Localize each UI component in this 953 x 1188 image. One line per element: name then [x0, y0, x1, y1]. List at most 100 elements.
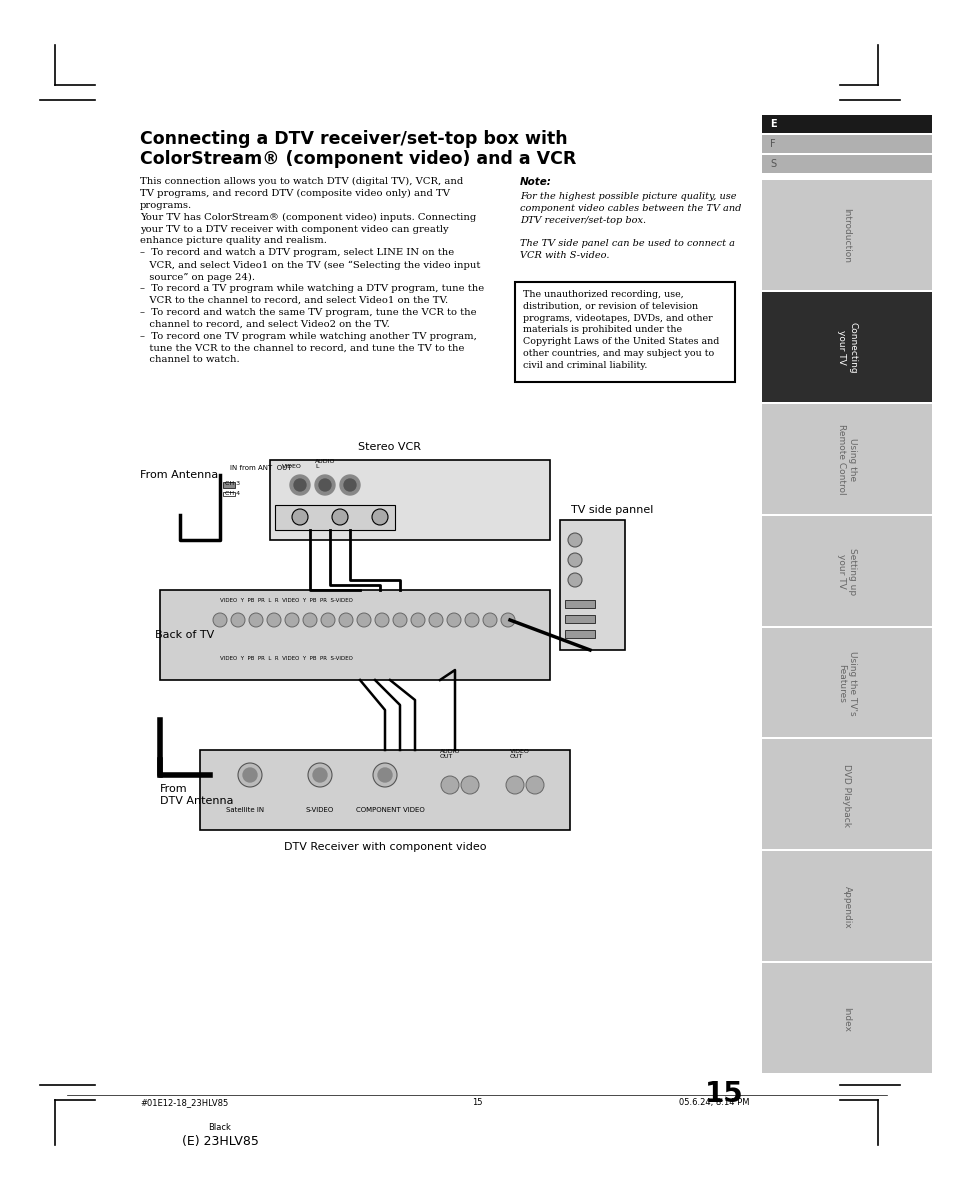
Bar	[515, 282, 734, 383]
Text: DTV Receiver with component video: DTV Receiver with component video	[283, 842, 486, 852]
Bar	[564, 615, 595, 623]
Text: The unauthorized recording, use,
distribution, or revision of television
program: The unauthorized recording, use, distrib…	[522, 290, 719, 369]
Bar	[761, 627, 931, 738]
Text: TV side pannel: TV side pannel	[571, 505, 653, 516]
Circle shape	[294, 479, 306, 491]
Text: CH 3: CH 3	[225, 481, 240, 486]
Text: Back of TV: Back of TV	[154, 630, 214, 640]
Circle shape	[308, 763, 332, 786]
Circle shape	[372, 508, 388, 525]
Text: S-VIDEO: S-VIDEO	[306, 807, 334, 813]
Text: Connecting
your TV: Connecting your TV	[836, 322, 856, 373]
Text: For the highest possible picture quality, use
component video cables between the: For the highest possible picture quality…	[519, 192, 740, 260]
Text: Black: Black	[209, 1123, 232, 1132]
Bar	[200, 750, 569, 830]
Text: AUDIO
OUT: AUDIO OUT	[439, 748, 460, 759]
Text: 05.6.24, 8:14 PM: 05.6.24, 8:14 PM	[679, 1098, 749, 1107]
Bar	[761, 852, 931, 961]
Bar	[564, 630, 595, 638]
Circle shape	[344, 479, 355, 491]
Circle shape	[285, 613, 298, 627]
Circle shape	[267, 613, 281, 627]
Circle shape	[500, 613, 515, 627]
Circle shape	[464, 613, 478, 627]
Circle shape	[356, 613, 371, 627]
Circle shape	[249, 613, 263, 627]
Circle shape	[393, 613, 407, 627]
Bar	[274, 505, 395, 530]
Text: Introduction: Introduction	[841, 208, 851, 264]
Circle shape	[332, 508, 348, 525]
Text: From
DTV Antenna: From DTV Antenna	[160, 784, 233, 807]
Text: Using the
Remote Control: Using the Remote Control	[836, 424, 856, 495]
Circle shape	[567, 552, 581, 567]
Bar	[761, 739, 931, 849]
Text: VIDEO  Y  PB  PR  L  R  VIDEO  Y  PB  PR  S-VIDEO: VIDEO Y PB PR L R VIDEO Y PB PR S-VIDEO	[220, 598, 353, 604]
Text: This connection allows you to watch DTV (digital TV), VCR, and
TV programs, and : This connection allows you to watch DTV …	[140, 177, 484, 364]
Bar	[564, 600, 595, 608]
Circle shape	[375, 613, 389, 627]
Text: Stereo VCR: Stereo VCR	[358, 442, 421, 451]
Bar	[761, 115, 931, 133]
Bar	[270, 460, 550, 541]
Bar	[761, 963, 931, 1073]
Text: #01E12-18_23HLV85: #01E12-18_23HLV85	[140, 1098, 228, 1107]
Circle shape	[290, 475, 310, 495]
Text: CH 4: CH 4	[225, 491, 240, 497]
Circle shape	[567, 533, 581, 546]
Bar	[160, 590, 550, 680]
Circle shape	[338, 613, 353, 627]
Circle shape	[339, 475, 359, 495]
Bar	[761, 181, 931, 290]
Circle shape	[231, 613, 245, 627]
Circle shape	[447, 613, 460, 627]
Bar	[761, 516, 931, 626]
Text: S: S	[769, 159, 776, 169]
Circle shape	[482, 613, 497, 627]
Bar	[761, 135, 931, 153]
Text: Connecting a DTV receiver/set-top box with: Connecting a DTV receiver/set-top box wi…	[140, 129, 567, 148]
Circle shape	[243, 767, 256, 782]
Circle shape	[314, 475, 335, 495]
Text: ColorStream® (component video) and a VCR: ColorStream® (component video) and a VCR	[140, 150, 576, 168]
Circle shape	[237, 763, 262, 786]
Text: COMPONENT VIDEO: COMPONENT VIDEO	[355, 807, 424, 813]
Circle shape	[303, 613, 316, 627]
Text: Note:: Note:	[519, 177, 551, 187]
Bar	[223, 482, 234, 488]
Circle shape	[313, 767, 327, 782]
Text: (E) 23HLV85: (E) 23HLV85	[181, 1135, 258, 1148]
Text: Index: Index	[841, 1006, 851, 1031]
Circle shape	[318, 479, 331, 491]
Bar	[761, 292, 931, 402]
Circle shape	[373, 763, 396, 786]
Bar	[223, 492, 234, 497]
Text: VIDEO  Y  PB  PR  L  R  VIDEO  Y  PB  PR  S-VIDEO: VIDEO Y PB PR L R VIDEO Y PB PR S-VIDEO	[220, 656, 353, 661]
Bar	[761, 404, 931, 513]
Bar	[761, 154, 931, 173]
Text: Setting up
your TV: Setting up your TV	[836, 548, 856, 595]
Circle shape	[460, 776, 478, 794]
Circle shape	[320, 613, 335, 627]
Text: Appendix: Appendix	[841, 886, 851, 929]
Text: From Antenna: From Antenna	[140, 470, 218, 480]
Text: AUDIO
L: AUDIO L	[314, 459, 335, 469]
Text: Using the TV's
Features: Using the TV's Features	[836, 651, 856, 715]
Circle shape	[505, 776, 523, 794]
Circle shape	[567, 573, 581, 587]
Text: VIDEO
OUT: VIDEO OUT	[510, 748, 529, 759]
Circle shape	[525, 776, 543, 794]
Text: VIDEO: VIDEO	[282, 465, 301, 469]
Text: DVD Playback: DVD Playback	[841, 764, 851, 827]
Text: 15: 15	[471, 1098, 482, 1107]
Circle shape	[213, 613, 227, 627]
Text: IN from ANT  OUT: IN from ANT OUT	[230, 465, 292, 470]
Bar	[559, 520, 624, 650]
Circle shape	[377, 767, 392, 782]
Circle shape	[411, 613, 424, 627]
Circle shape	[429, 613, 442, 627]
Text: F: F	[769, 139, 775, 148]
Text: E: E	[769, 119, 776, 129]
Text: 15: 15	[704, 1080, 743, 1108]
Text: Satellite IN: Satellite IN	[226, 807, 264, 813]
